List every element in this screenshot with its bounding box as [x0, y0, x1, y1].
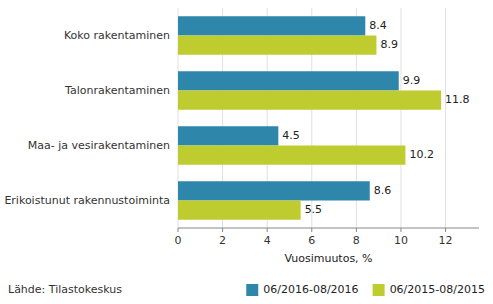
grid-line — [400, 8, 401, 228]
bar — [178, 91, 441, 110]
category-label: Talonrakentaminen — [64, 84, 170, 97]
legend-swatch — [373, 284, 385, 296]
tick-mark — [311, 228, 312, 232]
legend: 06/2016-08/2016 06/2015-08/2015 — [246, 283, 485, 296]
tick-label: 12 — [439, 234, 453, 247]
data-label: 11.8 — [445, 93, 470, 106]
grid-line — [445, 8, 446, 228]
tick-label: 8 — [353, 234, 360, 247]
footnote: Lähde: Tilastokeskus — [8, 283, 122, 296]
legend-label: 06/2016-08/2016 — [263, 283, 358, 296]
data-label: 8.6 — [374, 184, 392, 197]
bar — [178, 146, 405, 165]
tick-label: 4 — [264, 234, 271, 247]
tick-label: 2 — [219, 234, 226, 247]
data-label: 8.9 — [380, 38, 398, 51]
tick-mark — [445, 228, 446, 232]
bar — [178, 16, 365, 35]
category-label: Maa- ja vesirakentaminen — [28, 139, 170, 152]
tick-mark — [267, 228, 268, 232]
tick-mark — [222, 228, 223, 232]
data-label: 5.5 — [305, 203, 323, 216]
bar — [178, 126, 278, 145]
legend-label: 06/2015-08/2015 — [390, 283, 485, 296]
bar — [178, 36, 376, 55]
category-label: Erikoistunut rakennustoiminta — [4, 194, 170, 207]
tick-mark — [178, 228, 179, 232]
x-axis-label: Vuosimuutos, % — [284, 252, 372, 265]
x-axis-line — [178, 228, 479, 229]
bar — [178, 181, 370, 200]
tick-label: 0 — [175, 234, 182, 247]
tick-label: 10 — [394, 234, 408, 247]
legend-swatch — [246, 284, 258, 296]
data-label: 10.2 — [409, 148, 434, 161]
tick-mark — [356, 228, 357, 232]
tick-mark — [400, 228, 401, 232]
data-label: 9.9 — [403, 74, 421, 87]
bar — [178, 201, 301, 220]
data-label: 8.4 — [369, 19, 387, 32]
chart: Koko rakentaminen Talonrakentaminen Maa- j… — [0, 0, 493, 304]
bars — [178, 16, 441, 220]
category-label: Koko rakentaminen — [64, 29, 170, 42]
tick-label: 6 — [308, 234, 315, 247]
data-label: 4.5 — [282, 129, 300, 142]
bar — [178, 71, 399, 90]
